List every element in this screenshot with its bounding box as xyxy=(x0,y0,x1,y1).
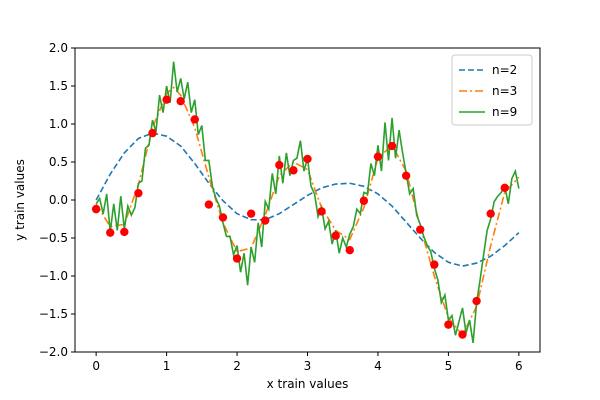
data-point xyxy=(176,97,184,105)
legend: n=2 n=3 n=9 xyxy=(452,55,532,125)
data-point xyxy=(331,232,339,240)
data-point xyxy=(247,209,255,217)
data-point xyxy=(388,142,396,150)
data-point xyxy=(501,184,509,192)
data-point xyxy=(106,228,114,236)
y-tick-label: 1.5 xyxy=(49,79,68,93)
y-tick-label: −1.0 xyxy=(39,269,68,283)
x-axis-label: x train values xyxy=(267,377,349,391)
data-point xyxy=(472,297,480,305)
x-tick-label: 2 xyxy=(233,359,241,373)
x-axis: 0 1 2 3 4 5 6 xyxy=(92,352,522,373)
y-axis: −2.0 −1.5 −1.0 −0.5 0.0 0.5 1.0 1.5 2.0 xyxy=(39,41,75,359)
data-point xyxy=(162,95,170,103)
data-point xyxy=(275,161,283,169)
data-point xyxy=(289,166,297,174)
y-tick-label: 0.0 xyxy=(49,193,68,207)
y-tick-label: 2.0 xyxy=(49,41,68,55)
x-tick-label: 5 xyxy=(445,359,453,373)
x-tick-label: 1 xyxy=(163,359,171,373)
legend-label: n=3 xyxy=(492,84,517,98)
data-point xyxy=(92,205,100,213)
x-tick-label: 6 xyxy=(515,359,523,373)
series-line-n-2 xyxy=(96,133,519,266)
data-point xyxy=(134,189,142,197)
data-point xyxy=(402,171,410,179)
data-point xyxy=(444,320,452,328)
data-point xyxy=(303,155,311,163)
y-axis-label: y train values xyxy=(13,159,27,241)
data-point xyxy=(191,115,199,123)
data-point xyxy=(261,216,269,224)
x-tick-label: 4 xyxy=(374,359,382,373)
y-tick-label: 1.0 xyxy=(49,117,68,131)
x-tick-label: 3 xyxy=(304,359,312,373)
data-point xyxy=(148,129,156,137)
y-tick-label: −1.5 xyxy=(39,307,68,321)
legend-label: n=2 xyxy=(492,63,517,77)
data-point xyxy=(486,209,494,217)
y-tick-label: −0.5 xyxy=(39,231,68,245)
data-point xyxy=(205,200,213,208)
data-point xyxy=(458,330,466,338)
data-point xyxy=(374,152,382,160)
data-point xyxy=(120,228,128,236)
data-point xyxy=(430,260,438,268)
legend-label: n=9 xyxy=(492,105,517,119)
x-tick-label: 0 xyxy=(92,359,100,373)
data-point xyxy=(233,254,241,262)
data-point xyxy=(317,207,325,215)
y-tick-label: 0.5 xyxy=(49,155,68,169)
data-point xyxy=(219,213,227,221)
data-point xyxy=(360,197,368,205)
data-point xyxy=(416,225,424,233)
y-tick-label: −2.0 xyxy=(39,345,68,359)
data-point xyxy=(346,246,354,254)
